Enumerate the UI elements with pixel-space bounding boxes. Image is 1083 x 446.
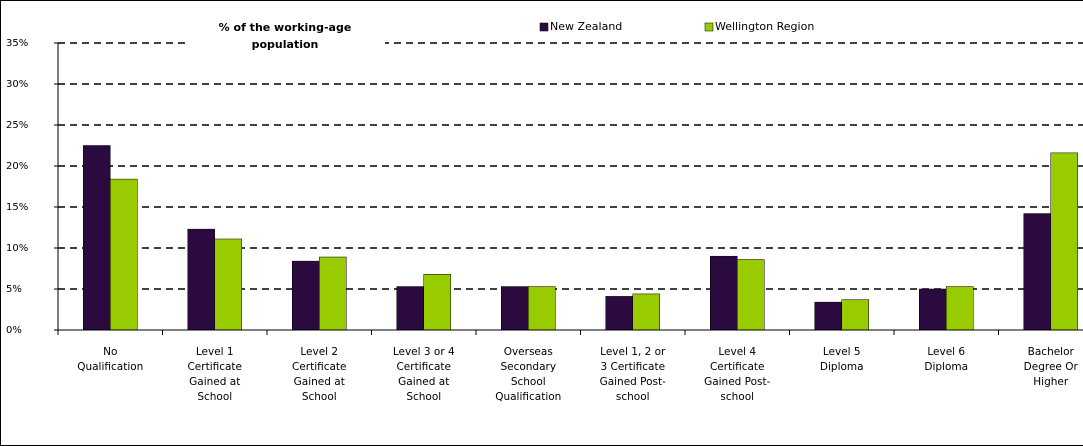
x-tick-label: School [406, 391, 441, 403]
bar [710, 255, 738, 331]
x-tick-label: Degree Or [1024, 361, 1079, 373]
x-tick-label: No [103, 346, 117, 358]
chart-title: population [252, 38, 319, 51]
bar [292, 260, 320, 331]
bar [83, 145, 111, 331]
x-tick-label: Gained at [398, 376, 449, 388]
y-tick-label: 5% [6, 284, 22, 295]
legend-swatch [539, 22, 549, 32]
y-tick-label: 10% [6, 243, 28, 254]
x-tick-label: Level 5 [823, 346, 861, 358]
x-tick-label: Higher [1033, 376, 1069, 388]
x-tick-label: Gained at [294, 376, 345, 388]
bar [214, 238, 242, 331]
bar [841, 299, 869, 331]
x-tick-label: school [720, 391, 754, 403]
bar [1023, 213, 1051, 331]
bar [187, 228, 215, 331]
y-tick-label: 0% [6, 325, 22, 336]
legend-label: New Zealand [550, 20, 622, 33]
x-tick-label: Gained Post- [704, 376, 771, 388]
bar [319, 256, 347, 331]
x-tick-label: Diploma [820, 361, 864, 373]
title-backdrop [185, 18, 385, 58]
y-tick-label: 35% [6, 38, 28, 49]
legend-swatch [704, 22, 714, 32]
x-tick-label: Diploma [924, 361, 968, 373]
bar [396, 286, 424, 331]
chart-title: % of the working-age [219, 21, 352, 34]
x-tick-label: Secondary [500, 361, 556, 373]
legend-label: Wellington Region [715, 20, 814, 33]
x-tick-label: Level 1, 2 or [600, 346, 666, 358]
bar [423, 273, 451, 331]
bar [528, 286, 556, 331]
x-tick-label: school [616, 391, 650, 403]
x-tick-label: Certificate [292, 361, 347, 373]
bar [919, 288, 947, 331]
x-tick-label: Certificate [396, 361, 451, 373]
y-tick-label: 25% [6, 120, 28, 131]
x-tick-label: School [197, 391, 232, 403]
bar [605, 296, 633, 331]
x-tick-label: Level 1 [196, 346, 234, 358]
bar [110, 178, 138, 331]
bar [737, 259, 765, 331]
x-tick-label: Gained at [189, 376, 240, 388]
x-tick-label: Gained Post- [600, 376, 667, 388]
bar [1050, 152, 1078, 331]
y-tick-label: 30% [6, 79, 28, 90]
x-tick-label: School [302, 391, 337, 403]
x-tick-label: Level 6 [927, 346, 965, 358]
x-tick-label: Level 4 [718, 346, 756, 358]
bar [501, 286, 529, 331]
x-tick-label: Bachelor [1028, 346, 1075, 358]
x-tick-label: Level 3 or 4 [393, 346, 455, 358]
bar [946, 286, 974, 331]
bar [814, 301, 842, 331]
x-tick-label: Certificate [187, 361, 242, 373]
x-tick-label: Certificate [710, 361, 765, 373]
y-tick-label: 15% [6, 202, 28, 213]
x-tick-label: School [511, 376, 546, 388]
x-tick-label: Overseas [504, 346, 553, 358]
y-tick-label: 20% [6, 161, 28, 172]
x-tick-label: Level 2 [300, 346, 338, 358]
x-tick-label: 3 Certificate [600, 361, 665, 373]
x-tick-label: Qualification [77, 361, 143, 373]
bar [632, 293, 660, 331]
x-tick-label: Qualification [495, 391, 561, 403]
